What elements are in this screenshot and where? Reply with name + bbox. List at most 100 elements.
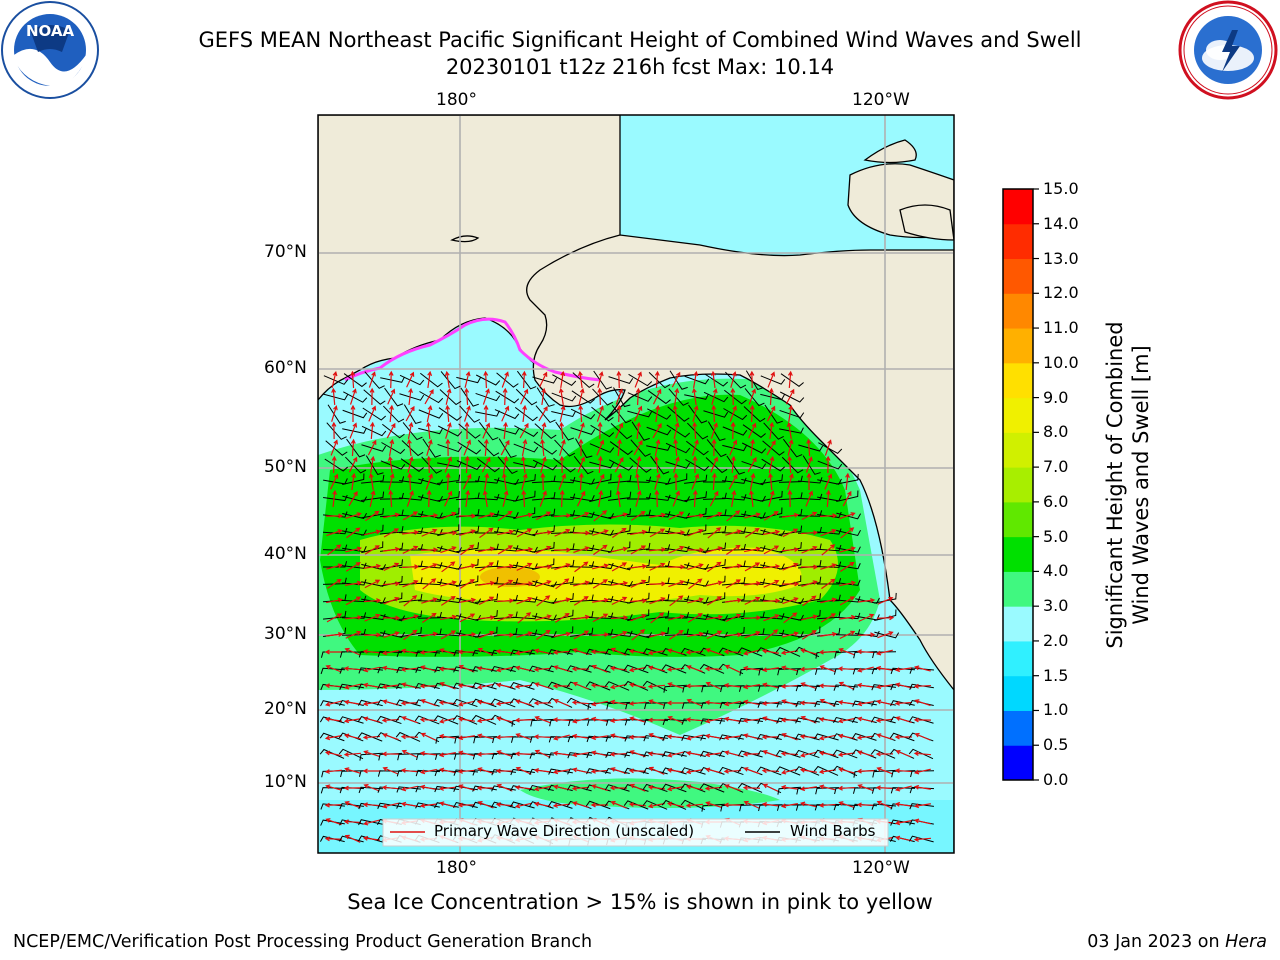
- wave-direction-arrow: [388, 489, 394, 508]
- wave-direction-arrow: [459, 563, 476, 570]
- wave-direction-arrow: [554, 597, 571, 604]
- wave-direction-arrow: [768, 455, 775, 473]
- wave-direction-arrow: [821, 544, 836, 556]
- wave-direction-arrow: [818, 649, 837, 655]
- wind-barb: [661, 783, 687, 793]
- wind-barb: [418, 409, 444, 419]
- wind-barb: [513, 546, 538, 553]
- wave-direction-arrow: [440, 614, 458, 621]
- wind-barb: [760, 375, 786, 385]
- wave-direction-arrow: [763, 529, 781, 535]
- wind-barb: [718, 647, 744, 657]
- wave-direction-arrow: [723, 700, 741, 707]
- wave-direction-arrow: [501, 405, 510, 422]
- wave-direction-arrow: [894, 768, 913, 774]
- wave-direction-arrow: [762, 750, 779, 758]
- wind-barb: [452, 698, 478, 708]
- wind-barb: [490, 714, 516, 726]
- wave-direction-arrow: [462, 473, 472, 490]
- wind-barb: [551, 392, 577, 402]
- wind-barb: [575, 438, 593, 459]
- wind-barb: [794, 733, 820, 741]
- wind-barb: [554, 439, 576, 457]
- wave-direction-arrow: [478, 596, 495, 606]
- wind-barb: [760, 474, 783, 485]
- wave-direction-arrow: [856, 649, 875, 655]
- wind-barb: [379, 526, 404, 535]
- wave-direction-arrow: [327, 544, 342, 556]
- wind-barb: [379, 492, 404, 500]
- wave-direction-arrow: [516, 528, 533, 538]
- wave-direction-arrow: [381, 802, 399, 809]
- wind-barb: [665, 473, 688, 486]
- wave-direction-arrow: [389, 438, 395, 456]
- wind-barb: [706, 439, 727, 458]
- wave-direction-arrow: [837, 785, 856, 791]
- noaa-logo-text: NOAA: [26, 22, 75, 40]
- wave-direction-arrow: [875, 684, 893, 690]
- wave-max-zone: [480, 567, 540, 587]
- wind-barb: [417, 578, 443, 586]
- wave-direction-arrow: [750, 438, 756, 457]
- wind-barb: [380, 614, 406, 622]
- wave-direction-arrow: [667, 564, 686, 570]
- wave-direction-arrow: [421, 528, 438, 537]
- wave-direction-arrow: [691, 473, 700, 490]
- wave-direction-arrow: [768, 387, 774, 406]
- wind-barb: [684, 393, 709, 400]
- wave-direction-arrow: [743, 615, 762, 621]
- wind-barb: [738, 717, 763, 725]
- wind-barb: [380, 631, 405, 639]
- wave-direction-arrow: [326, 529, 343, 537]
- wind-barb: [589, 529, 614, 536]
- wind-barb: [608, 524, 631, 536]
- wave-direction-arrow: [573, 630, 590, 640]
- wind-barb: [836, 529, 861, 537]
- wind-barb: [555, 421, 575, 441]
- wave-direction-arrow: [728, 473, 738, 490]
- wind-barb: [475, 392, 501, 402]
- wave-direction-arrow: [781, 699, 798, 707]
- wave-direction-arrow: [913, 818, 931, 825]
- colorbar-label-line1: Significant Height of Combined: [1103, 321, 1127, 649]
- wave-direction-arrow: [780, 803, 798, 809]
- colorbar-tick-label: 14.0: [1043, 213, 1079, 233]
- wave-direction-arrow: [459, 597, 477, 603]
- colorbar-segment: [1003, 501, 1033, 538]
- wave-direction-arrow: [780, 784, 799, 790]
- wind-barb: [760, 529, 786, 537]
- wind-barb: [741, 545, 766, 552]
- wind-barb: [611, 405, 632, 424]
- lat-tick-60n: 60°N: [264, 358, 307, 378]
- wind-barb: [890, 700, 915, 707]
- wind-barb: [459, 405, 480, 423]
- colorbar-segment: [1003, 606, 1033, 642]
- wind-barb: [684, 563, 709, 571]
- wind-barb: [456, 597, 482, 605]
- wave-direction-arrow: [612, 527, 627, 538]
- wind-barb: [365, 455, 384, 476]
- wave-direction-arrow: [383, 528, 400, 538]
- wind-barb: [852, 668, 878, 675]
- wave-direction-arrow: [420, 732, 437, 741]
- wave-direction-arrow: [534, 530, 553, 535]
- wind-barb: [323, 561, 348, 568]
- wind-barb: [319, 732, 345, 742]
- wave-direction-arrow: [744, 527, 760, 538]
- wind-barb: [342, 409, 368, 419]
- wind-barb: [684, 375, 710, 385]
- wave-direction-arrow: [458, 664, 475, 673]
- wave-direction-arrow: [842, 490, 852, 507]
- wave-direction-arrow: [743, 649, 760, 656]
- wind-barb: [510, 649, 535, 656]
- wind-barb: [420, 372, 443, 388]
- wave-direction-arrow: [818, 802, 837, 808]
- wave-direction-arrow: [459, 529, 476, 537]
- wind-barb: [630, 439, 651, 457]
- wave-direction-arrow: [597, 421, 603, 440]
- wind-barb: [874, 609, 897, 621]
- wave-direction-arrow: [629, 783, 646, 792]
- wind-barb: [536, 387, 555, 407]
- wind-barb: [608, 580, 633, 588]
- wave-direction-arrow: [444, 490, 453, 507]
